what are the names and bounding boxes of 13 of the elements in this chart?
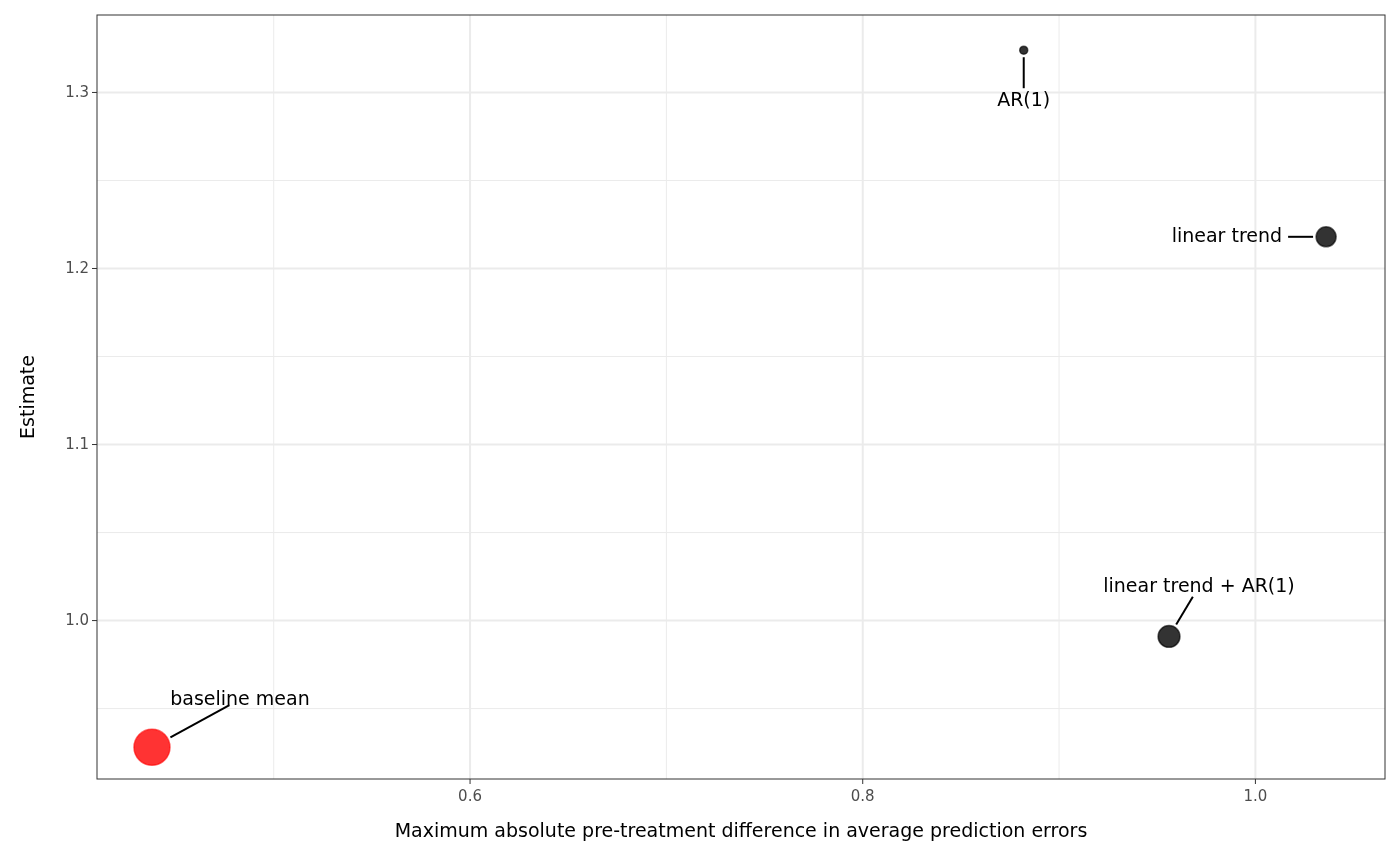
annotation: AR(1) — [997, 87, 1051, 110]
x-axis-title: Maximum absolute pre-treatment difference in average prediction errors — [394, 819, 1088, 841]
x-tick-label: 0.8 — [850, 787, 875, 805]
y-tick-label: 1.0 — [65, 611, 89, 630]
y-tick-label: 1.3 — [65, 82, 89, 101]
y-tick-label: 1.1 — [65, 435, 89, 454]
y-axis-title: Estimate — [16, 355, 38, 439]
x-tick-label: 0.6 — [458, 787, 482, 805]
annotation: linear trend — [1171, 224, 1283, 247]
annotation: baseline mean — [170, 686, 310, 709]
x-tick-label: 1.0 — [1243, 787, 1268, 805]
annotation: linear trend + AR(1) — [1103, 573, 1295, 596]
y-tick-label: 1.2 — [65, 258, 89, 277]
